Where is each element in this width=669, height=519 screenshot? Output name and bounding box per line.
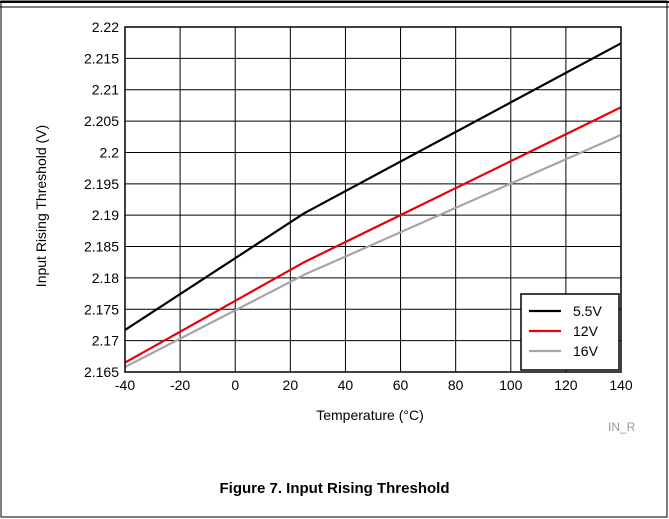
x-axis-label: Temperature (°C) (316, 407, 424, 423)
y-tick-label: 2.165 (84, 364, 119, 380)
y-tick-label: 2.17 (92, 333, 119, 349)
x-tick-label: 40 (338, 377, 354, 393)
y-tick-label: 2.175 (84, 301, 119, 317)
legend-label: 16V (573, 343, 599, 359)
y-axis-ticks: 2.22 2.215 2.21 2.205 2.2 2.195 2.19 2.185 2.18 2… (84, 19, 119, 380)
series-line-0 (124, 42, 622, 331)
figure-caption: Figure 7. Input Rising Threshold (219, 480, 450, 497)
y-tick-label: 2.195 (84, 176, 119, 192)
y-tick-label: 2.185 (84, 239, 119, 255)
series-line-2 (124, 133, 622, 368)
y-tick-label: 2.19 (92, 207, 119, 223)
x-tick-label: 80 (448, 377, 464, 393)
x-tick-label: -20 (170, 377, 190, 393)
legend-label: 5.5V (573, 303, 602, 319)
y-tick-label: 2.21 (92, 82, 119, 98)
x-tick-label: 140 (609, 377, 633, 393)
chart-legend: 5.5V 12V 16V (520, 293, 620, 371)
y-tick-label: 2.215 (84, 50, 119, 66)
y-tick-label: 2.18 (92, 270, 119, 286)
y-axis-label: Input Rising Threshold (V) (33, 124, 49, 287)
legend-label: 12V (573, 323, 599, 339)
y-tick-label: 2.2 (100, 144, 120, 160)
x-tick-label: 100 (499, 377, 523, 393)
x-tick-label: -40 (115, 377, 135, 393)
x-tick-label: 120 (554, 377, 578, 393)
x-tick-label: 20 (283, 377, 299, 393)
x-tick-label: 60 (393, 377, 409, 393)
x-axis-ticks: -40 -20 0 20 40 60 80 100 120 140 (115, 377, 633, 393)
series-line-1 (124, 106, 622, 364)
y-tick-label: 2.205 (84, 113, 119, 129)
x-tick-label: 0 (231, 377, 239, 393)
y-tick-label: 2.22 (92, 19, 119, 35)
figure-id: IN_R (608, 420, 636, 434)
plot-area-border (124, 26, 622, 373)
chart-series (124, 42, 622, 368)
